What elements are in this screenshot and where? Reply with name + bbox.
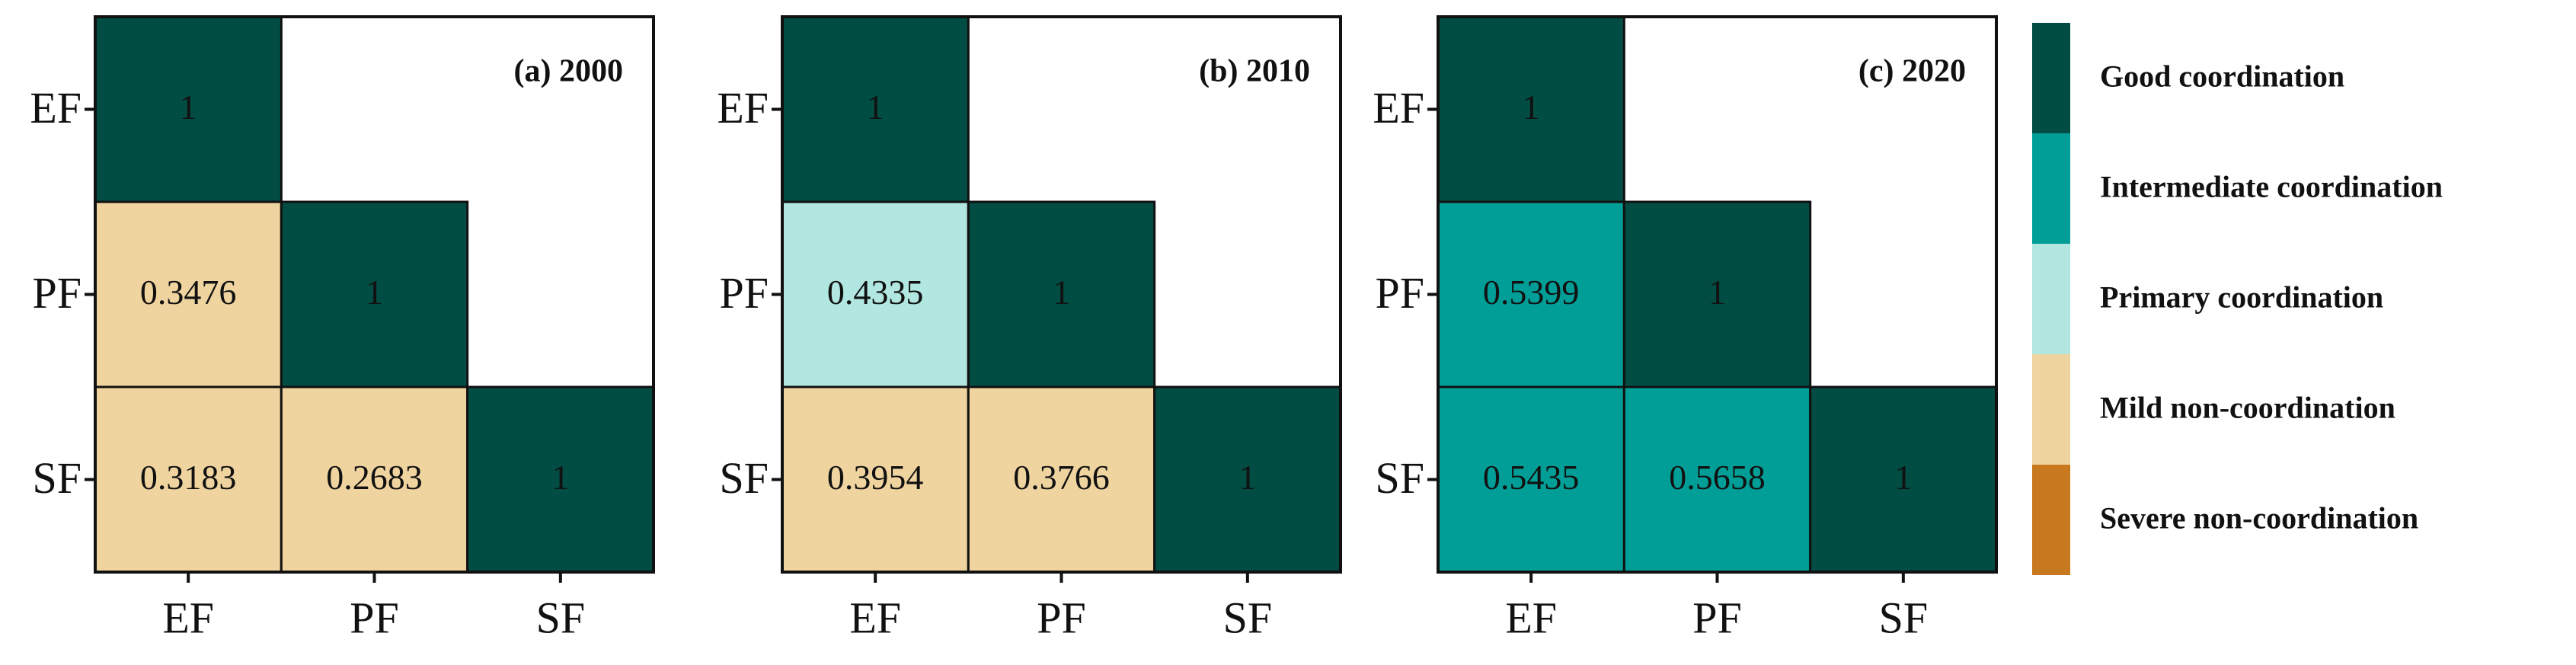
cell bbox=[967, 200, 1156, 388]
cell-label: 1 bbox=[1708, 273, 1726, 312]
cell-label: 0.5658 bbox=[1669, 458, 1766, 497]
cell bbox=[466, 385, 655, 574]
cell-label: 0.2683 bbox=[326, 458, 423, 497]
x-tick-label: EF bbox=[1505, 593, 1557, 642]
x-tick-label: PF bbox=[1692, 593, 1742, 642]
panel-title: (c) 2020 bbox=[1858, 54, 1966, 89]
cell bbox=[1622, 200, 1812, 388]
y-tick-label: SF bbox=[32, 453, 81, 503]
cell bbox=[1153, 385, 1342, 574]
y-tick-label: PF bbox=[32, 268, 81, 318]
x-tick-label: PF bbox=[350, 593, 399, 642]
panel-title: (b) 2010 bbox=[1199, 54, 1310, 89]
cell bbox=[280, 200, 469, 388]
cell-label: 1 bbox=[1894, 458, 1912, 497]
x-tick-label: SF bbox=[536, 593, 586, 642]
x-tick-label: PF bbox=[1037, 593, 1086, 642]
legend-label: Good coordination bbox=[2100, 59, 2344, 94]
y-tick-label: EF bbox=[717, 83, 769, 133]
y-tick-label: PF bbox=[719, 268, 769, 318]
cell-label: 1 bbox=[1053, 273, 1070, 312]
legend-swatch bbox=[2032, 244, 2070, 354]
legend-label: Severe non-coordination bbox=[2100, 501, 2418, 536]
cell bbox=[1437, 385, 1625, 574]
cell-label: 1 bbox=[1238, 458, 1256, 497]
cell bbox=[967, 385, 1156, 574]
cell-label: 0.3476 bbox=[140, 273, 237, 312]
cell-label: 0.3183 bbox=[140, 458, 237, 497]
y-tick-label: SF bbox=[719, 453, 769, 503]
cell-label: 1 bbox=[867, 88, 884, 126]
cell-label: 1 bbox=[366, 273, 383, 312]
legend-swatch bbox=[2032, 354, 2070, 465]
cell bbox=[1437, 15, 1625, 203]
cell-label: 0.3954 bbox=[827, 458, 924, 497]
cell-label: 1 bbox=[1523, 88, 1540, 126]
cell bbox=[94, 200, 283, 388]
legend-label: Primary coordination bbox=[2100, 280, 2383, 315]
cell-label: 1 bbox=[551, 458, 569, 497]
cell bbox=[94, 385, 283, 574]
cell-label: 0.3766 bbox=[1013, 458, 1110, 497]
cell bbox=[94, 15, 283, 203]
legend-swatch bbox=[2032, 133, 2070, 244]
legend-swatch bbox=[2032, 465, 2070, 575]
y-tick-label: EF bbox=[30, 83, 81, 133]
cell bbox=[280, 385, 469, 574]
x-tick-label: EF bbox=[849, 593, 901, 642]
panel-title: (a) 2000 bbox=[514, 54, 623, 89]
x-tick-label: SF bbox=[1879, 593, 1929, 642]
y-tick-label: SF bbox=[1375, 453, 1424, 503]
cell-label: 1 bbox=[180, 88, 197, 126]
cell-label: 0.5435 bbox=[1483, 458, 1580, 497]
cell-label: 0.4335 bbox=[827, 273, 924, 312]
legend-label: Intermediate coordination bbox=[2100, 170, 2443, 204]
y-tick-label: PF bbox=[1375, 268, 1424, 318]
legend-swatch bbox=[2032, 23, 2070, 133]
x-tick-label: SF bbox=[1223, 593, 1273, 642]
y-tick-label: EF bbox=[1373, 83, 1424, 133]
x-tick-label: EF bbox=[162, 593, 214, 642]
legend-label: Mild non-coordination bbox=[2100, 391, 2395, 425]
cell-label: 0.5399 bbox=[1483, 273, 1580, 312]
